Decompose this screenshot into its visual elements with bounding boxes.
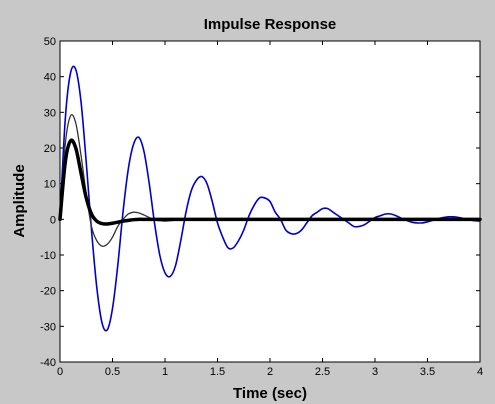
ticks-layer: 0 0.5 1 1.5 2 2.5 3 3.5 4 -40 -30 -20 -10 0 10 20 30 40 50 <box>40 36 483 378</box>
series-line-3 <box>58 138 482 226</box>
x-tick-label: 0.5 <box>105 366 120 378</box>
x-tick-label: 0 <box>57 366 63 378</box>
y-tick-label: 0 <box>50 214 56 226</box>
y-tick-label: 10 <box>44 179 56 191</box>
chart-title: Impulse Response <box>204 16 337 33</box>
y-tick-label: 20 <box>44 143 56 155</box>
x-tick-label: 1.5 <box>210 366 225 378</box>
y-tick-label: 50 <box>44 36 56 48</box>
x-tick-label: 1 <box>162 366 168 378</box>
x-tick-label: 2.5 <box>315 366 330 378</box>
y-tick-label: -10 <box>40 250 56 262</box>
x-tick-label: 4 <box>477 366 483 378</box>
y-tick-label: -30 <box>40 321 56 333</box>
series-line-1 <box>59 65 481 332</box>
y-tick-label: -20 <box>40 286 56 298</box>
y-tick-label: -40 <box>40 357 56 369</box>
y-axis-label: Amplitude <box>11 164 28 237</box>
y-tick-label: 40 <box>44 72 56 84</box>
x-tick-label: 3.5 <box>420 366 435 378</box>
x-tick-label: 3 <box>372 366 378 378</box>
series-layer <box>58 65 482 332</box>
y-tick-label: 30 <box>44 107 56 119</box>
x-axis-label: Time (sec) <box>233 385 307 402</box>
x-tick-label: 2 <box>267 366 273 378</box>
